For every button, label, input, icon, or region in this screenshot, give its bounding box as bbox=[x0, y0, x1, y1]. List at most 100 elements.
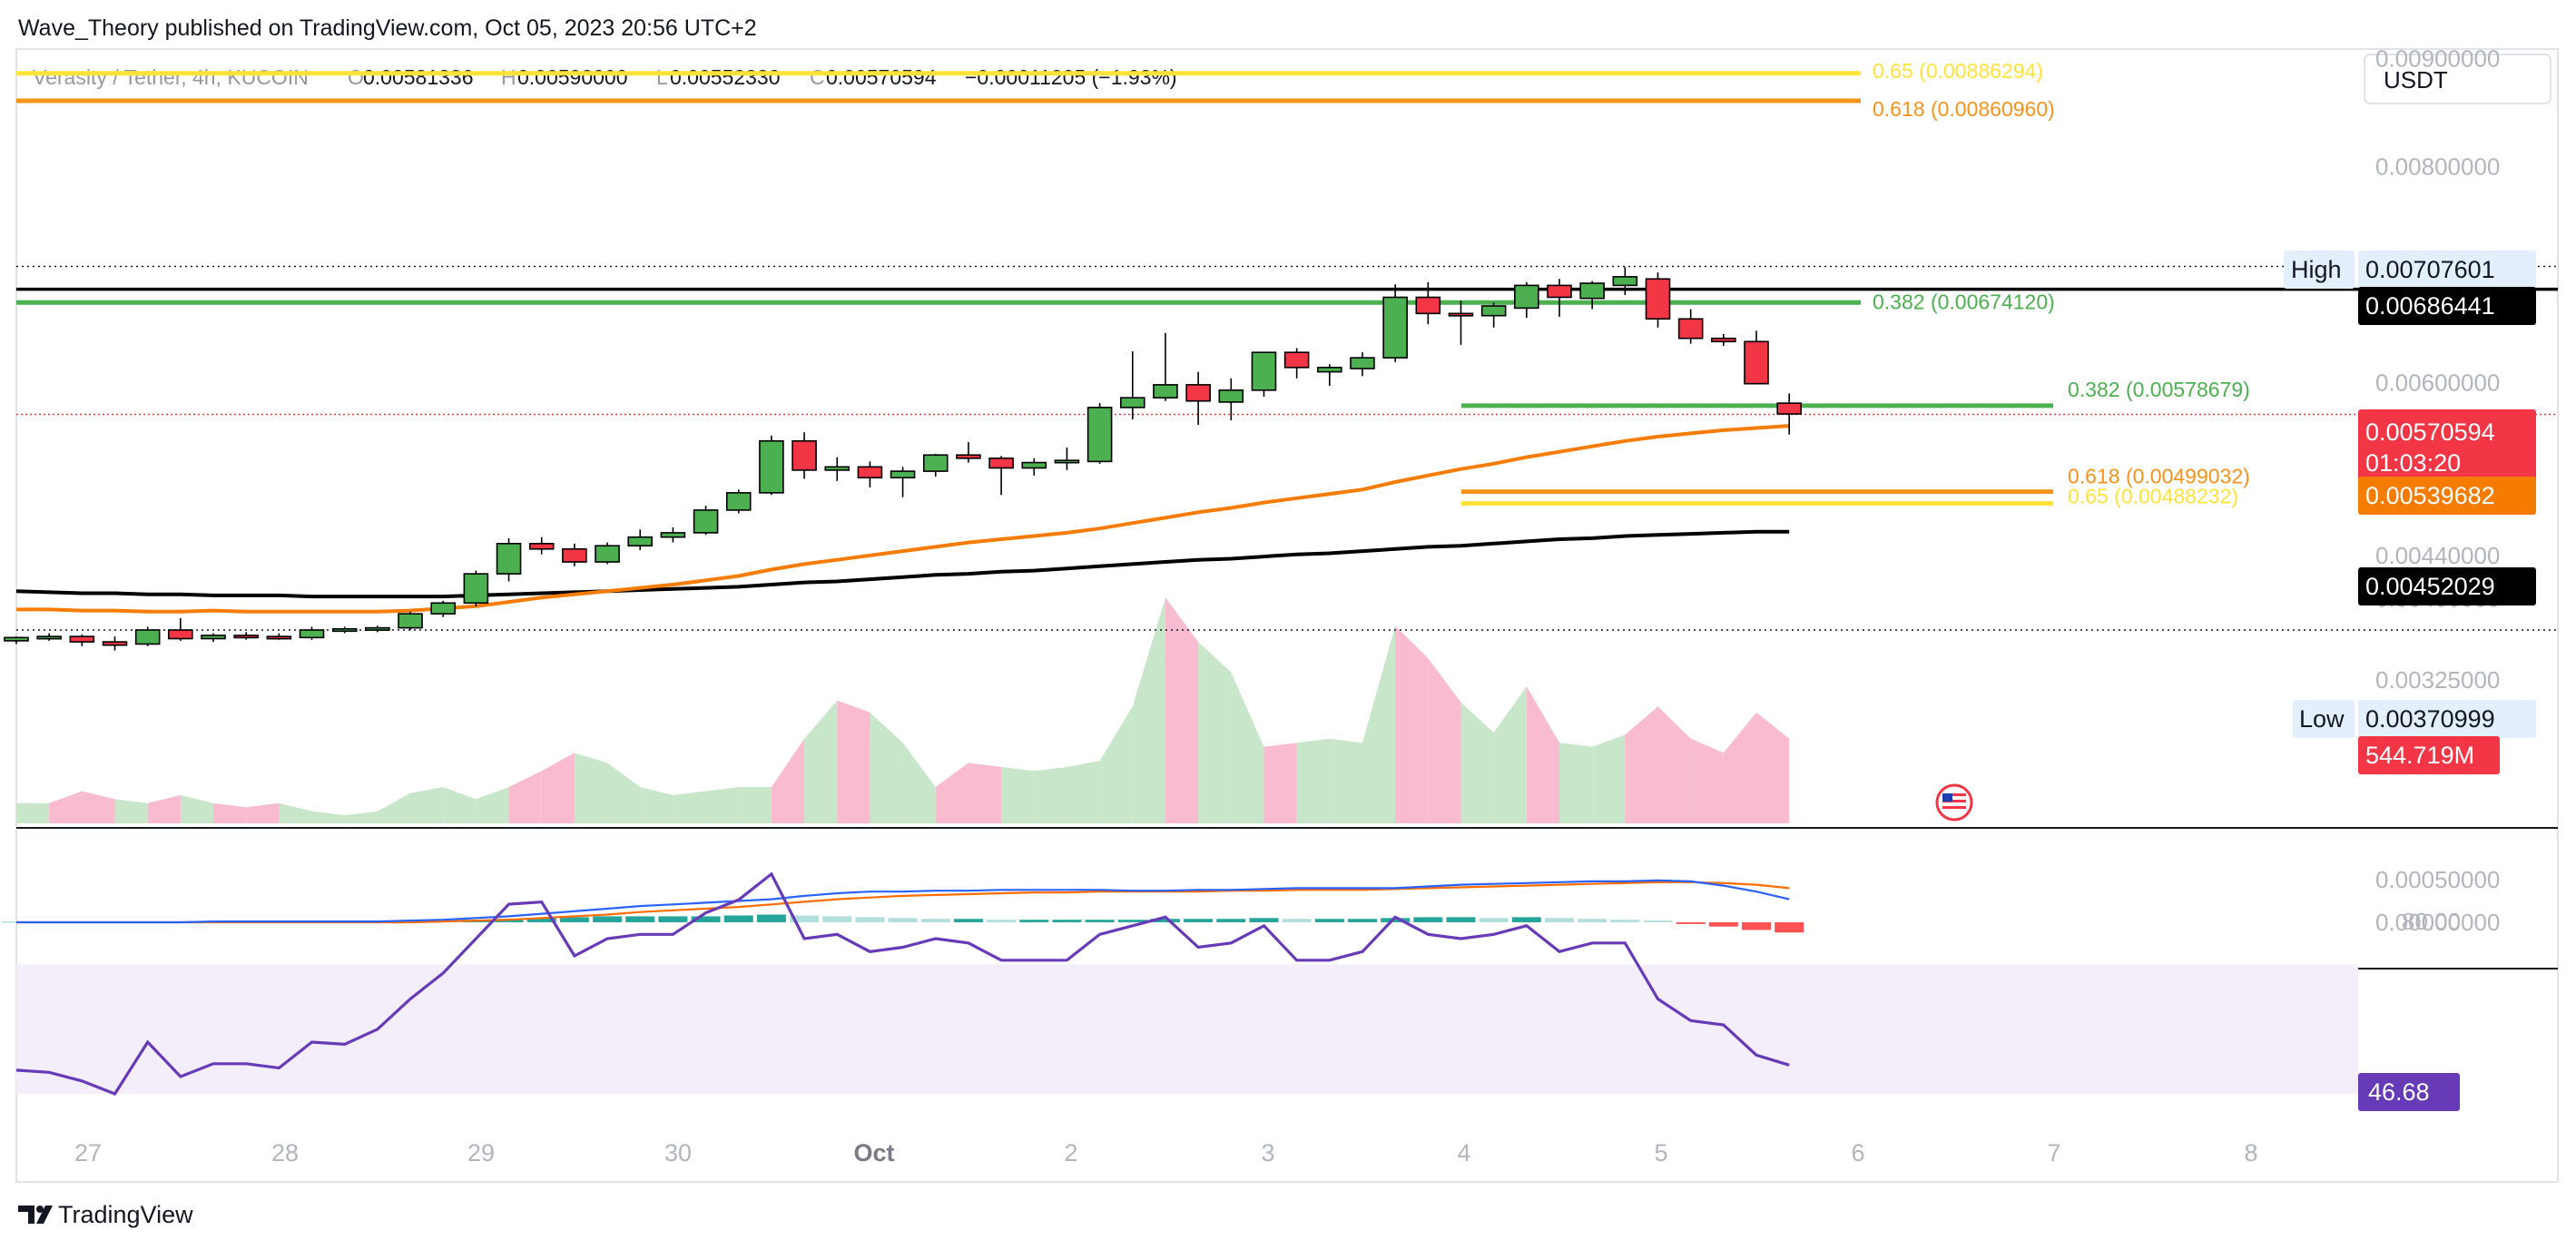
volume-area-3 bbox=[114, 799, 148, 823]
candle-body-27 bbox=[890, 470, 916, 479]
candle-body-6 bbox=[201, 635, 226, 640]
price-tick-4: 0.00440000 bbox=[2375, 542, 2500, 569]
macd-hist-bar-49 bbox=[1610, 920, 1640, 922]
legend-o-value: 0.00581336 bbox=[363, 65, 474, 89]
legend-c-label: C bbox=[810, 65, 825, 89]
macd-hist-bar-48 bbox=[1578, 919, 1608, 922]
macd-hist-bar-40 bbox=[1314, 919, 1344, 922]
candle-body-29 bbox=[956, 454, 981, 459]
candle-34 bbox=[1119, 350, 1145, 419]
candle-17 bbox=[562, 543, 587, 566]
fib-label-1: 0.618 (0.00860960) bbox=[1873, 97, 2055, 121]
macd-hist-bar-36 bbox=[1184, 919, 1214, 922]
candle-body-18 bbox=[595, 545, 620, 563]
candle-body-34 bbox=[1119, 397, 1145, 408]
ema50-badge: 0.00539682 bbox=[2358, 477, 2536, 515]
last-price-text: 0.00570594 bbox=[2365, 418, 2495, 446]
candle-20 bbox=[660, 527, 686, 543]
volume-area-39 bbox=[1296, 738, 1330, 823]
volume-area-40 bbox=[1329, 738, 1362, 823]
candle-body-21 bbox=[693, 509, 719, 534]
volume-area-27 bbox=[902, 743, 936, 823]
volume-area-0 bbox=[16, 802, 50, 823]
candle-body-51 bbox=[1677, 318, 1704, 340]
time-tick-7: 4 bbox=[1457, 1139, 1470, 1166]
candle-35 bbox=[1153, 332, 1178, 401]
volume-area-35 bbox=[1165, 597, 1199, 823]
candle-body-54 bbox=[1776, 402, 1802, 415]
candle-body-43 bbox=[1415, 296, 1441, 315]
candle-51 bbox=[1677, 309, 1704, 344]
candle-30 bbox=[988, 456, 1014, 496]
candle-body-30 bbox=[988, 457, 1014, 469]
low-value-badge: 0.00370999 bbox=[2358, 700, 2536, 738]
badge-layer: High 0.00707601 0.00686441 0.00570594 01:03:… bbox=[2284, 251, 2536, 1111]
rsi-badge-text: 46.68 bbox=[2368, 1078, 2430, 1106]
candle-body-53 bbox=[1744, 340, 1769, 385]
candle-12 bbox=[398, 611, 423, 631]
ema50-badge-bg bbox=[2358, 477, 2536, 515]
candle-body-14 bbox=[463, 573, 489, 605]
volume-area-5 bbox=[180, 794, 214, 823]
candle-52 bbox=[1711, 333, 1736, 347]
ema200-line bbox=[15, 529, 1790, 599]
candle-10 bbox=[331, 626, 358, 634]
macd-hist-bar-28 bbox=[920, 919, 950, 922]
macd-hist-bar-54 bbox=[1775, 922, 1804, 933]
candle-9 bbox=[299, 626, 325, 640]
candle-23 bbox=[759, 435, 784, 496]
fib-layer: 0.65 (0.00886294) 0.618 (0.00860960) 0.382… bbox=[16, 59, 2250, 508]
guide-lines bbox=[16, 265, 2558, 631]
macd-hist-bar-51 bbox=[1676, 922, 1706, 924]
currency-button[interactable]: USDT bbox=[2364, 54, 2551, 104]
ema50-badge-text: 0.00539682 bbox=[2365, 482, 2495, 509]
candle-body-5 bbox=[168, 629, 193, 640]
candle-8 bbox=[266, 633, 292, 640]
volume-area-34 bbox=[1132, 597, 1165, 823]
tradingview-logo: TradingView bbox=[18, 1201, 193, 1228]
fib-label-2: 0.382 (0.00674120) bbox=[1873, 290, 2055, 313]
ema200-badge-text: 0.00452029 bbox=[2365, 573, 2495, 600]
macd-hist-bar-52 bbox=[1708, 922, 1738, 927]
macd-hist-bar-22 bbox=[723, 915, 753, 922]
legend-c-value: 0.00570594 bbox=[826, 65, 937, 89]
candle-body-31 bbox=[1021, 461, 1047, 469]
volume-area-51 bbox=[1690, 738, 1724, 823]
candle-42 bbox=[1382, 284, 1408, 362]
candle-31 bbox=[1021, 458, 1047, 476]
volume-area-41 bbox=[1362, 625, 1396, 823]
macd-layer bbox=[2, 879, 1804, 933]
volume-area-8 bbox=[279, 802, 312, 823]
volume-area-37 bbox=[1231, 672, 1264, 823]
macd-hist-bar-25 bbox=[822, 916, 852, 922]
resistance-badge-text: 0.00686441 bbox=[2365, 292, 2495, 320]
fib-label-4: 0.618 (0.00499032) bbox=[2068, 465, 2250, 488]
candle-44 bbox=[1448, 300, 1474, 345]
candle-45 bbox=[1480, 302, 1507, 328]
candle-0 bbox=[4, 636, 29, 645]
candle-33 bbox=[1086, 403, 1113, 464]
candle-13 bbox=[430, 600, 457, 617]
last-price-badge-bg bbox=[2358, 409, 2536, 482]
candle-body-52 bbox=[1711, 337, 1736, 343]
macd-tick-1: 0.00000000 bbox=[2375, 909, 2500, 936]
macd-line bbox=[16, 879, 1790, 924]
high-value-badge: 0.00707601 bbox=[2358, 251, 2536, 289]
legend-l-value: 0.00552330 bbox=[670, 65, 781, 89]
volume-area-38 bbox=[1263, 743, 1297, 823]
volume-area-22 bbox=[738, 787, 772, 823]
volume-area-15 bbox=[508, 771, 542, 823]
candle-body-44 bbox=[1448, 312, 1474, 317]
volume-badge-text: 544.719M bbox=[2365, 742, 2474, 769]
volume-area-10 bbox=[344, 811, 378, 823]
macd-hist-bar-21 bbox=[691, 916, 721, 922]
volume-area-29 bbox=[968, 763, 1002, 823]
us-flag-icon[interactable] bbox=[1935, 783, 1973, 822]
volume-area-7 bbox=[246, 802, 280, 823]
legend-l-label: L bbox=[656, 65, 668, 89]
candle-16 bbox=[528, 536, 555, 555]
volume-area-28 bbox=[935, 763, 968, 823]
macd-hist-bar-43 bbox=[1413, 917, 1443, 922]
time-tick-1: 28 bbox=[271, 1139, 299, 1166]
